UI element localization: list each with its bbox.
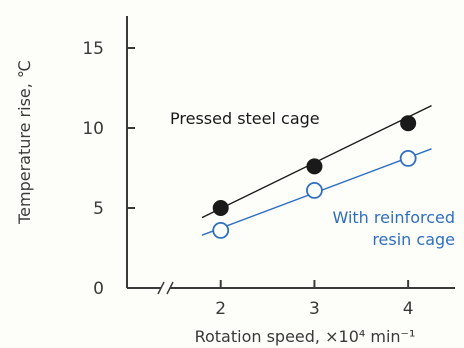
x-axis-break-mark (157, 281, 165, 295)
series-label: With reinforced (332, 208, 455, 227)
axes: 0 5 10 15 2 3 4 Rotation speed, ×10⁴ min⁻¹ Tempe… (15, 16, 455, 346)
y-tick-label: 0 (93, 279, 104, 299)
data-point (306, 181, 323, 199)
data-point (400, 115, 417, 132)
data-point (399, 149, 417, 167)
x-tick-label: 4 (403, 299, 414, 319)
series-label: resin cage (372, 230, 455, 249)
x-axis-title: Rotation speed, ×10⁴ min⁻¹ (195, 327, 416, 346)
x-axis-break-mark (166, 281, 174, 295)
y-tick-label: 15 (82, 39, 104, 59)
data-point (306, 158, 323, 175)
data-point (212, 200, 229, 216)
y-tick-label: 5 (93, 199, 104, 219)
series-label: Pressed steel cage (170, 109, 320, 128)
x-tick-label: 2 (215, 299, 226, 319)
data-point (212, 221, 230, 239)
series-labels: Pressed steel cage With reinforced resin c… (170, 109, 455, 249)
x-tick-label: 3 (309, 299, 320, 319)
data-points (212, 115, 417, 239)
y-axis-title: Temperature rise, ℃ (15, 60, 34, 225)
y-tick-label: 10 (82, 119, 104, 139)
